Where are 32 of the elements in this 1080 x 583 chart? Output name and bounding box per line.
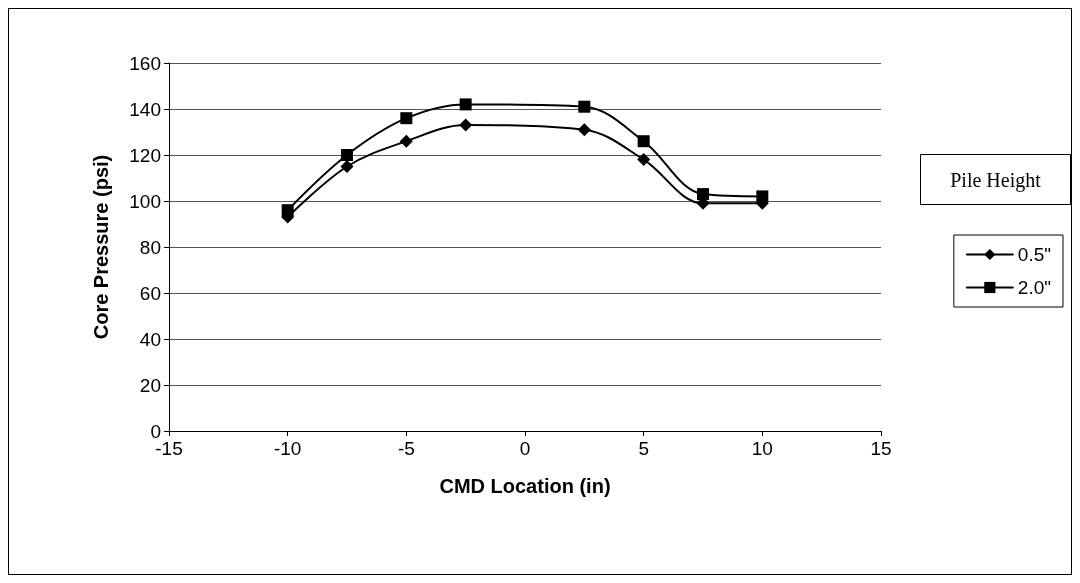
x-tick-label: -10 [273,438,302,459]
y-tick-label: 80 [139,236,161,258]
y-tick-label: 140 [129,98,161,120]
x-tick-label: 10 [751,438,773,459]
y-tick-label: 40 [139,328,161,350]
point [637,135,650,148]
point [340,160,354,173]
x-tick-label: 5 [638,438,649,459]
y-tick-label: 20 [139,374,161,396]
point [578,100,591,113]
point [341,149,353,161]
point [756,190,769,203]
point [459,118,473,132]
x-tick-label: 15 [870,438,892,459]
y-tick-label: 160 [129,52,161,74]
x-axis-title: CMD Location (in) [439,475,611,497]
point [697,188,709,201]
point [399,134,413,148]
y-tick-label: 60 [139,282,161,304]
legend-title: Pile Height [950,168,1042,192]
y-tick-label: 120 [129,144,161,166]
point [637,153,651,167]
legend-label: 0.5" [1017,244,1052,265]
x-tick-label: 0 [519,438,531,459]
y-tick-label: 100 [129,190,161,212]
legend-label: 2.0" [1017,277,1052,298]
point [281,204,294,217]
y-axis-title: Core Pressure (psi) [90,154,112,340]
point [400,112,413,125]
x-tick-label: -5 [397,438,415,459]
point [577,123,591,137]
point [459,98,472,111]
